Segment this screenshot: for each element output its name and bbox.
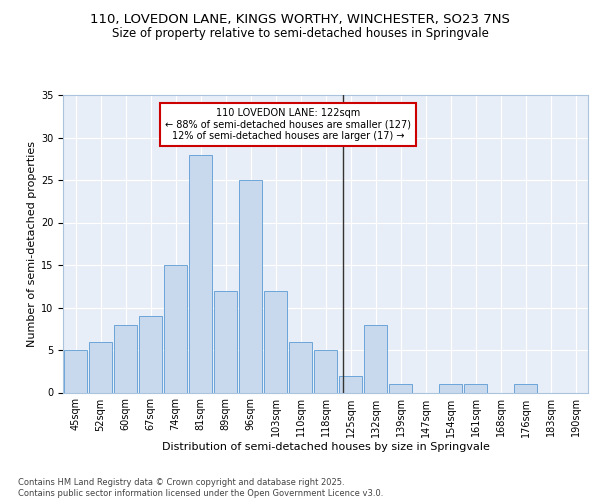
Y-axis label: Number of semi-detached properties: Number of semi-detached properties [26, 141, 37, 347]
Bar [514, 384, 538, 392]
Bar [263, 290, 287, 392]
Bar [89, 342, 112, 392]
Bar [389, 384, 412, 392]
Bar [364, 324, 388, 392]
Bar [239, 180, 262, 392]
Text: Contains HM Land Registry data © Crown copyright and database right 2025.
Contai: Contains HM Land Registry data © Crown c… [18, 478, 383, 498]
X-axis label: Distribution of semi-detached houses by size in Springvale: Distribution of semi-detached houses by … [161, 442, 490, 452]
Bar [214, 290, 238, 392]
Bar [188, 154, 212, 392]
Bar [139, 316, 163, 392]
Bar [464, 384, 487, 392]
Text: Size of property relative to semi-detached houses in Springvale: Size of property relative to semi-detach… [112, 28, 488, 40]
Bar [164, 265, 187, 392]
Bar [314, 350, 337, 393]
Bar [64, 350, 88, 393]
Bar [113, 324, 137, 392]
Bar [439, 384, 463, 392]
Bar [289, 342, 313, 392]
Text: 110 LOVEDON LANE: 122sqm
← 88% of semi-detached houses are smaller (127)
12% of : 110 LOVEDON LANE: 122sqm ← 88% of semi-d… [165, 108, 411, 141]
Text: 110, LOVEDON LANE, KINGS WORTHY, WINCHESTER, SO23 7NS: 110, LOVEDON LANE, KINGS WORTHY, WINCHES… [90, 12, 510, 26]
Bar [338, 376, 362, 392]
